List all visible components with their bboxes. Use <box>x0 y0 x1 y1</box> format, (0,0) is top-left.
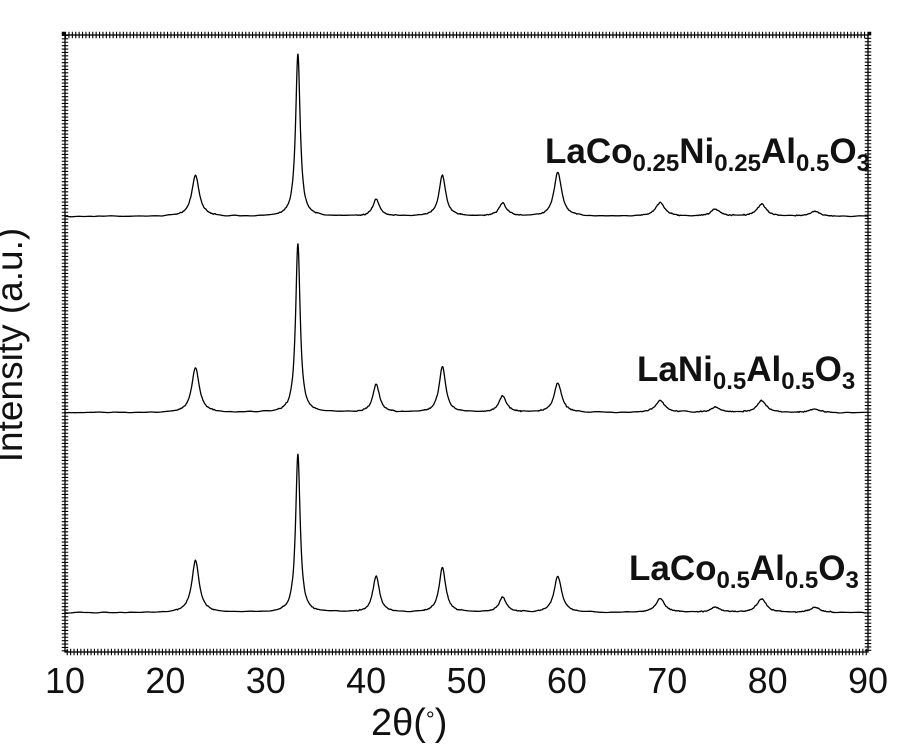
svg-text:LaCo0.25Ni0.25Al0.5O3: LaCo0.25Ni0.25Al0.5O3 <box>545 132 870 177</box>
svg-text:90: 90 <box>848 660 888 701</box>
svg-text:10: 10 <box>45 660 85 701</box>
svg-text:80: 80 <box>748 660 788 701</box>
svg-text:20: 20 <box>145 660 185 701</box>
svg-text:LaCo0.5Al0.5O3: LaCo0.5Al0.5O3 <box>629 549 859 594</box>
svg-text:LaNi0.5Al0.5O3: LaNi0.5Al0.5O3 <box>637 350 855 395</box>
svg-text:Intensity (a.u.): Intensity (a.u.) <box>0 228 30 462</box>
svg-text:60: 60 <box>547 660 587 701</box>
svg-text:70: 70 <box>647 660 687 701</box>
svg-text:40: 40 <box>346 660 386 701</box>
svg-text:2θ(°): 2θ(°) <box>371 702 447 744</box>
svg-text:50: 50 <box>446 660 486 701</box>
svg-text:30: 30 <box>246 660 286 701</box>
